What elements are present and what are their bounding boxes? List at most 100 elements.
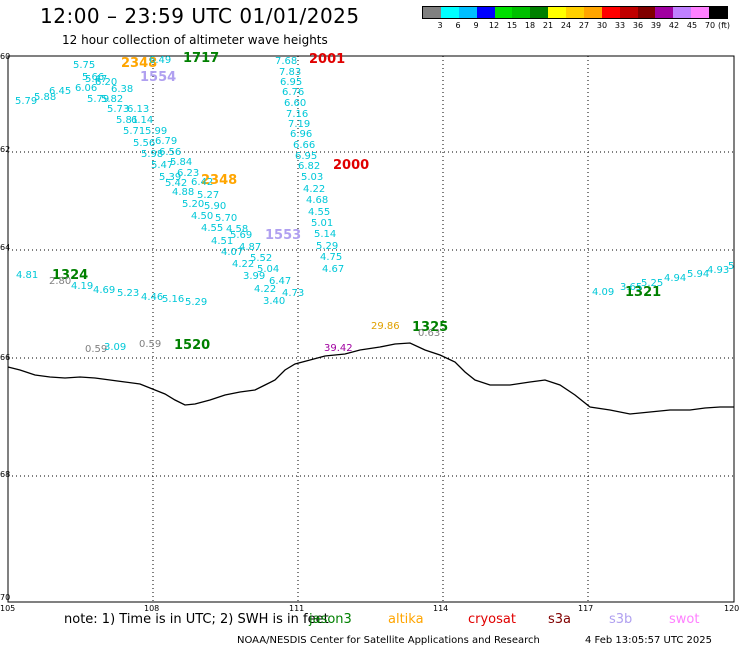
pass-label-1520: 1520 [174,338,211,353]
wave-height-value: 5.79 [87,94,110,105]
wave-height-value: 4.68 [306,195,329,206]
pass-label-2348: 2348 [121,56,158,71]
lat-label-68: 68 [0,470,11,479]
wave-height-value: 5.70 [215,213,238,224]
wave-height-value: 4.81 [16,270,39,281]
pass-label-1325: 1325 [412,320,449,335]
lon-label-111: 111 [289,604,305,613]
wave-height-value: 4.09 [592,287,615,298]
legend-swatch [423,7,441,18]
wave-height-value: 7.16 [286,109,309,120]
legend-swatch [691,7,709,18]
legend-tick-label: 21 [542,21,554,30]
lat-label-62: 62 [0,145,11,154]
wave-height-value: 6.82 [298,161,321,172]
wave-height-value: 6.76 [282,87,305,98]
legend-swatch [476,7,495,18]
wave-height-value: 3.65 [620,282,643,293]
legend-tick-label: 45 [686,21,698,30]
wave-height-value: 4.69 [93,285,116,296]
wave-height-value: 5.79 [15,96,38,107]
lon-label-120: 120 [724,604,740,613]
legend-swatch [530,7,549,18]
legend-sat-swot: swot [669,612,700,627]
wave-height-value: 7.19 [288,119,311,130]
pass-label-1321: 1321 [625,285,662,300]
wave-height-value: 5.75 [73,60,96,71]
wave-height-value: 6.42 [191,177,214,188]
legend-swatch [601,7,620,18]
wave-height-value: 5.69 [230,230,253,241]
legend-swatch [709,7,727,18]
lon-label-117: 117 [578,604,594,613]
legend-tick-label: 12 [488,21,500,30]
lat-label-66: 66 [0,353,11,362]
wave-height-value: 5.88 [34,92,57,103]
wave-height-value: 6.96 [290,129,313,140]
legend-tick-label: 9 [473,21,479,30]
wave-height-value: 2.80 [49,276,72,287]
legend-tick-label: 33 [614,21,626,30]
wave-height-value: 5.29 [185,297,208,308]
pass-label-1553: 1553 [265,228,302,243]
wave-height-value: 5.14 [314,229,337,240]
wave-height-value: 4.87 [239,242,262,253]
footer-credit: NOAA/NESDIS Center for Satellite Applica… [237,635,540,646]
legend-tick-label: 30 [596,21,608,30]
wave-height-value: 5.94 [687,269,710,280]
wave-height-value: 5.16 [162,294,185,305]
wave-height-value: 6.45 [49,86,72,97]
wave-height-value: 29.86 [371,321,400,332]
legend-sat-s3a: s3a [548,612,572,627]
coastline [7,342,734,415]
wave-height-value: 5.01 [311,218,334,229]
legend-sat-s3b: s3b [609,612,633,627]
wave-height-value: 6.95 [295,151,318,162]
color-scale-labels: 3 6 9 12 15 18 21 24 27 30 33 36 39 42 45 70 (ft) [422,21,732,33]
wave-height-value: 0.63 [418,328,441,339]
legend-tick-label: 6 [455,21,461,30]
wave-height-value: 3.09 [104,342,127,353]
wave-height-value: 5.03 [301,172,324,183]
wave-height-value: 6.13 [127,104,150,115]
wave-height-value: 5.82 [101,94,124,105]
wave-height-value: 5.81 [116,115,139,126]
wave-height-value: 4.93 [707,265,730,276]
wave-height-value: 6.38 [111,84,134,95]
wave-height-value: 4.75 [320,252,343,263]
wave-height-value: 5.66 [82,72,105,83]
wave-height-value: 4.55 [308,207,331,218]
legend-swatch [583,7,602,18]
legend-swatch [440,7,459,18]
footnote: note: 1) Time is in UTC; 2) SWH is in fe… [64,612,329,627]
legend-tick-label: 24 [560,21,572,30]
wave-height-value: 5.27 [197,190,220,201]
wave-height-value: 5.20 [182,199,205,210]
pass-label-2001: 2001 [309,52,346,67]
wave-height-value: 4.88 [172,187,195,198]
legend-tick-label: 42 [668,21,680,30]
wave-height-value: 4.55 [201,223,224,234]
wave-height-value: 5.42 [165,178,188,189]
wave-height-value: 39.42 [324,343,353,354]
legend-tick-label: 39 [650,21,662,30]
wave-height-value: 4.94 [664,273,687,284]
pass-label-1554: 1554 [140,70,177,85]
lat-label-60: 60 [0,52,11,61]
legend-swatch [655,7,674,18]
legend-tick-label: 70 [704,21,716,30]
wave-height-value: 6.06 [75,83,98,94]
wave-height-value: 4.46 [141,292,164,303]
legend-swatch [512,7,531,18]
lat-label-64: 64 [0,243,11,252]
wave-height-value: 4.58 [226,224,249,235]
legend-swatch [566,7,584,18]
pass-label-2348: 2348 [201,173,238,188]
wave-height-value: 5.84 [170,157,193,168]
legend-swatch [619,7,638,18]
legend-tick-label: 27 [578,21,590,30]
wave-height-value: 7.83 [279,67,302,78]
wave-height-value: 6.47 [269,276,292,287]
legend-tick-label: 3 [437,21,443,30]
